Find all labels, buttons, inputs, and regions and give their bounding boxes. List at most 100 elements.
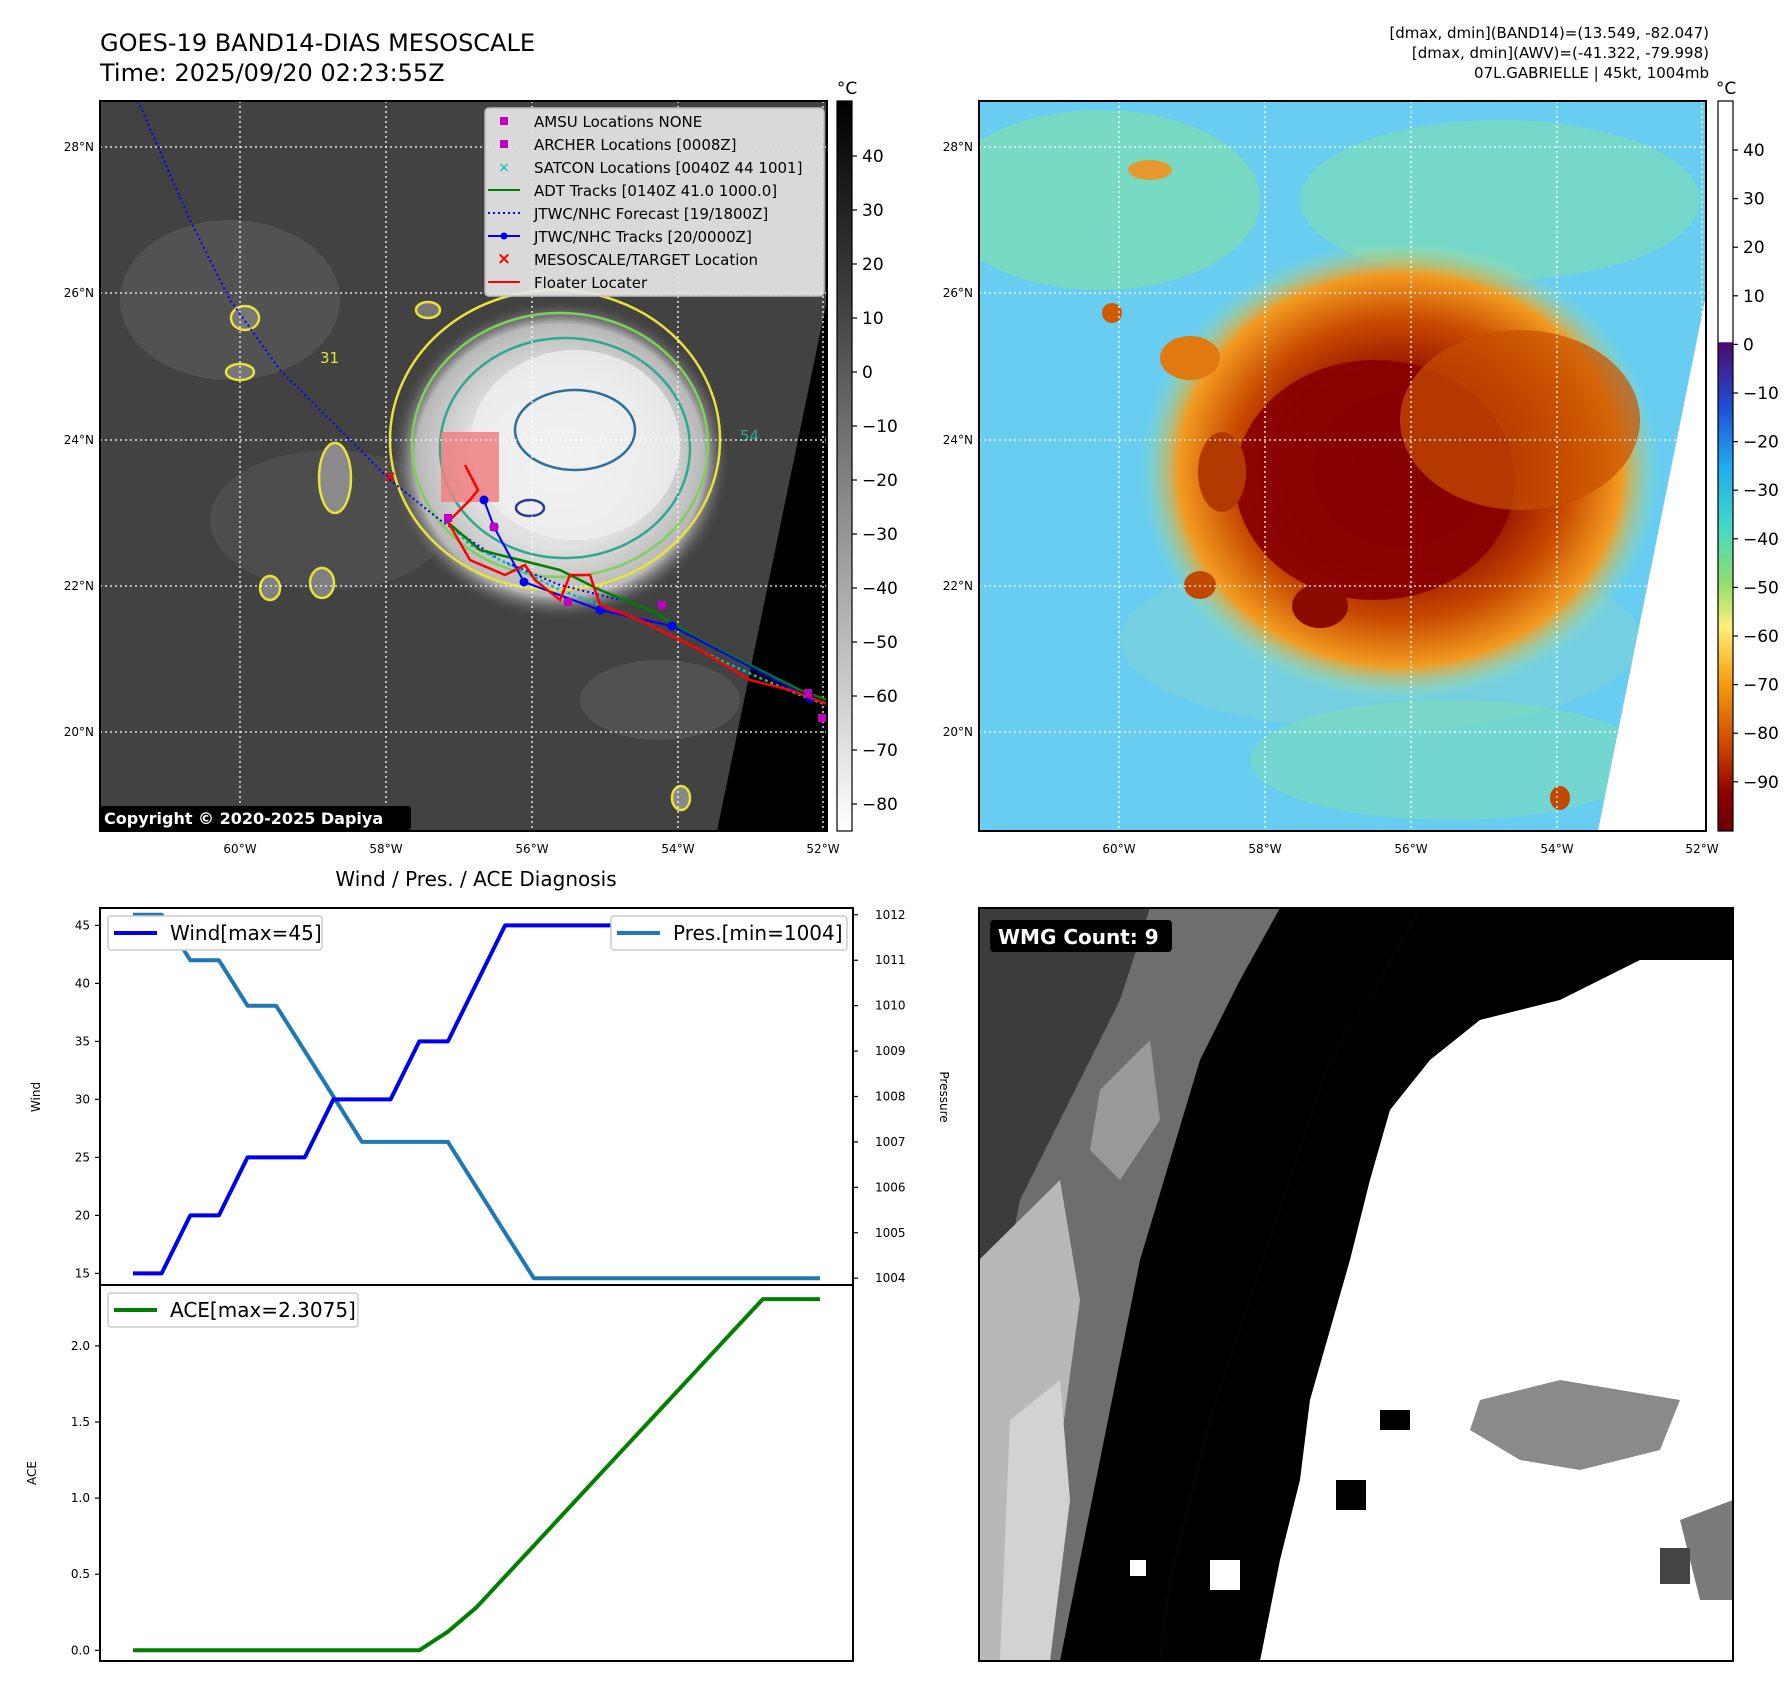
pressure-legend: Pres.[min=1004] [610,915,848,951]
awv-axis-ticks: 28°N 26°N 24°N 22°N 20°N 60°W 58°W 56°W 54°W 52°W [943,140,1719,856]
ir-colorbar-tick-label: −60 [862,687,898,707]
figure-time: Time: 2025/09/20 02:23:55Z [99,59,445,87]
contour-label-31: 31 [320,349,339,367]
ir-colorbar-tick-label: 30 [862,201,884,221]
ir-lat-tick: 20°N [64,725,94,739]
awv-lon-tick: 52°W [1685,842,1718,856]
ir-lon-tick: 54°W [661,842,694,856]
legend-amsu-marker [500,117,508,125]
wind-tick-label: 15 [75,1266,90,1280]
target-location-marker: × [383,467,396,486]
awv-lon-tick: 58°W [1248,842,1281,856]
pressure-legend-label: Pres.[min=1004] [673,921,843,945]
ir-lat-tick: 22°N [64,579,94,593]
wmg-count-label: WMG Count: 9 [998,925,1159,949]
wind-tick-label: 40 [75,976,90,990]
ir-colorbar-unit: °C [837,79,857,99]
awv-colorbar-tick-label: 40 [1743,141,1765,161]
archer-location-marker [818,714,826,722]
forecast-track-line [137,101,621,601]
awv-colorbar-tick-label: −40 [1743,530,1779,550]
awv-lon-tick: 60°W [1102,842,1135,856]
jtwc-track-point [667,621,677,631]
archer-location-marker [490,523,498,531]
legend-item-floater: Floater Locater [534,274,648,292]
ir-colorbar-tick-label: −10 [862,417,898,437]
wind-pres-axes [99,907,854,1286]
awv-lon-tick: 54°W [1540,842,1573,856]
ace-axis-ticks: 2.0 1.5 1.0 0.5 0.0 [71,1339,100,1657]
contour-label-54: 54 [740,427,759,445]
pressure-tick-label: 1010 [875,999,906,1013]
ir-lon-tick: 60°W [223,842,256,856]
awv-colorbar-tick-label: 10 [1743,287,1765,307]
wind-axis-ticks: 45 40 35 30 25 20 15 [75,918,100,1280]
ir-tracks: × [137,101,827,722]
legend-archer-marker [500,140,508,148]
awv-lat-tick: 28°N [943,140,973,154]
ir-lon-tick: 58°W [369,842,402,856]
wind-legend-label: Wind[max=45] [170,921,322,945]
legend-target-marker: × [497,249,511,269]
ir-lon-tick: 56°W [515,842,548,856]
target-box [441,432,499,502]
awv-colorbar-ticks: 40 30 20 10 0 −10 −20 −30 −40 −50 −60 −70 −80 −90 [1733,141,1779,793]
jtwc-track-point [595,605,605,615]
info-line-2: [dmax, dmin](AWV)=(-41.322, -79.998) [1412,44,1709,62]
ir-colorbar-tick-label: −40 [862,579,898,599]
awv-frame [978,100,1707,832]
legend-item-tracks: JTWC/NHC Tracks [20/0000Z] [533,228,752,246]
ir-colorbar-tick-label: 0 [862,363,873,383]
ir-lat-tick: 24°N [64,433,94,447]
ir-lon-tick: 52°W [806,842,839,856]
ir-axis-ticks: 28°N 26°N 24°N 22°N 20°N 60°W 58°W 56°W 54°W 52°W [64,140,840,856]
awv-colorbar-tick-label: 0 [1743,335,1754,355]
awv-colorbar-tick-label: −20 [1743,433,1779,453]
figure-title: GOES-19 BAND14-DIAS MESOSCALE [100,29,535,57]
awv-grid [979,101,1706,831]
wmg-count-box [990,920,1172,952]
floater-locater-line [446,464,827,706]
jtwc-track-point [519,577,529,587]
wmg-frame [978,907,1734,1662]
wind-tick-label: 25 [75,1150,90,1164]
pressure-tick-label: 1005 [875,1226,906,1240]
awv-colorbar-unit: °C [1716,79,1736,99]
awv-colorbar-tick-label: 20 [1743,238,1765,258]
info-line-1: [dmax, dmin](BAND14)=(13.549, -82.047) [1389,24,1709,42]
ace-tick-label: 0.5 [71,1567,90,1581]
awv-colorbar-tick-label: −50 [1743,578,1779,598]
wind-axis-label: Wind [29,1082,43,1112]
wind-legend: Wind[max=45] [107,915,323,951]
pressure-tick-label: 1011 [875,953,906,967]
archer-location-marker [658,601,666,609]
ace-tick-label: 0.0 [71,1643,90,1657]
legend-item-target: MESOSCALE/TARGET Location [534,251,758,269]
ir-colorbar-ticks: 40 30 20 10 0 −10 −20 −30 −40 −50 −60 −70 −80 [852,147,898,815]
ir-colorbar-tick-label: −20 [862,471,898,491]
awv-colorbar-tick-label: −80 [1743,724,1779,744]
ir-colorbar-tick-label: −80 [862,795,898,815]
awv-lat-tick: 22°N [943,579,973,593]
pressure-tick-label: 1008 [875,1090,906,1104]
ir-colorbar-tick-label: 10 [862,309,884,329]
copyright-text: Copyright © 2020-2025 Dapiya [104,809,383,828]
pressure-tick-label: 1012 [875,908,906,922]
wmg-panel [979,908,1733,1661]
awv-colorbar-tick-label: 30 [1743,190,1765,210]
ir-colorbar-tick-label: 20 [862,255,884,275]
legend-item-adt: ADT Tracks [0140Z 41.0 1000.0] [534,182,777,200]
pressure-series-line [133,912,820,1281]
ir-colorbar-tick-label: −70 [862,741,898,761]
legend-item-archer: ARCHER Locations [0008Z] [534,136,737,154]
ir-frame [99,100,828,832]
pressure-axis-ticks: 1012 1011 1010 1009 1008 1007 1006 1005 1004 [853,908,906,1285]
archer-location-marker [564,598,572,606]
awv-lat-tick: 24°N [943,433,973,447]
ir-colorbar-tick-label: 40 [862,147,884,167]
awv-lat-tick: 26°N [943,286,973,300]
awv-colorbar [1717,100,1734,832]
wind-tick-label: 35 [75,1034,90,1048]
awv-lat-tick: 20°N [943,725,973,739]
info-line-3: 07L.GABRIELLE | 45kt, 1004mb [1474,64,1709,82]
